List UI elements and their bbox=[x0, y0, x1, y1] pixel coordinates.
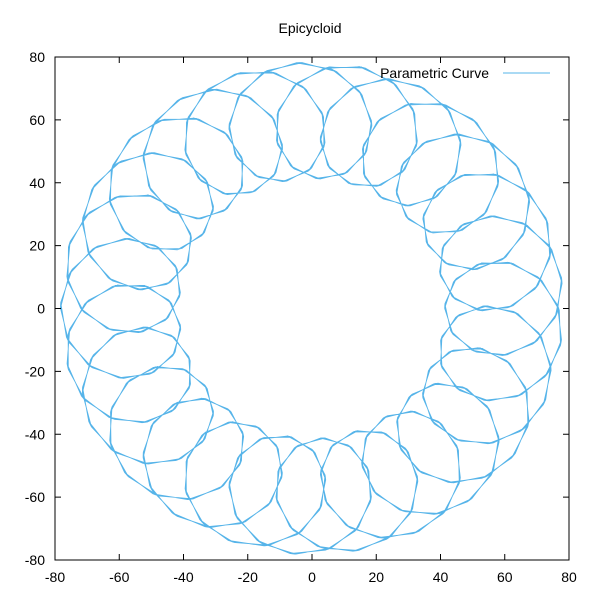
plot-frame bbox=[54, 56, 570, 561]
x-tick-label: 40 bbox=[433, 569, 449, 585]
x-tick-label: 0 bbox=[308, 569, 316, 585]
y-tick-label: 60 bbox=[29, 112, 45, 128]
plot-area bbox=[54, 56, 570, 561]
x-tick-label: -80 bbox=[45, 569, 65, 585]
legend: Parametric Curve bbox=[380, 65, 550, 81]
y-tick-label: -20 bbox=[25, 363, 45, 379]
y-tick-label: -80 bbox=[25, 552, 45, 568]
x-tick-label: 20 bbox=[368, 569, 384, 585]
y-tick-label: 40 bbox=[29, 175, 45, 191]
y-tick-label: 0 bbox=[37, 301, 45, 317]
series-line-parametric-curve bbox=[60, 62, 563, 555]
x-tick-label: 80 bbox=[561, 569, 577, 585]
y-tick-label: 80 bbox=[29, 49, 45, 65]
y-tick-label: -60 bbox=[25, 489, 45, 505]
x-tick-label: -60 bbox=[109, 569, 129, 585]
x-axis-ticks: -80 -60 -40 -20 0 20 40 60 80 bbox=[45, 57, 577, 585]
y-tick-label: 20 bbox=[29, 238, 45, 254]
y-tick-label: -40 bbox=[25, 426, 45, 442]
legend-label-parametric-curve: Parametric Curve bbox=[380, 65, 489, 81]
x-tick-label: 60 bbox=[497, 569, 513, 585]
y-axis-ticks: -80 -60 -40 -20 0 20 40 60 80 bbox=[25, 49, 569, 568]
chart-title: Epicycloid bbox=[278, 20, 341, 36]
x-tick-label: -40 bbox=[173, 569, 193, 585]
x-tick-label: -20 bbox=[238, 569, 258, 585]
